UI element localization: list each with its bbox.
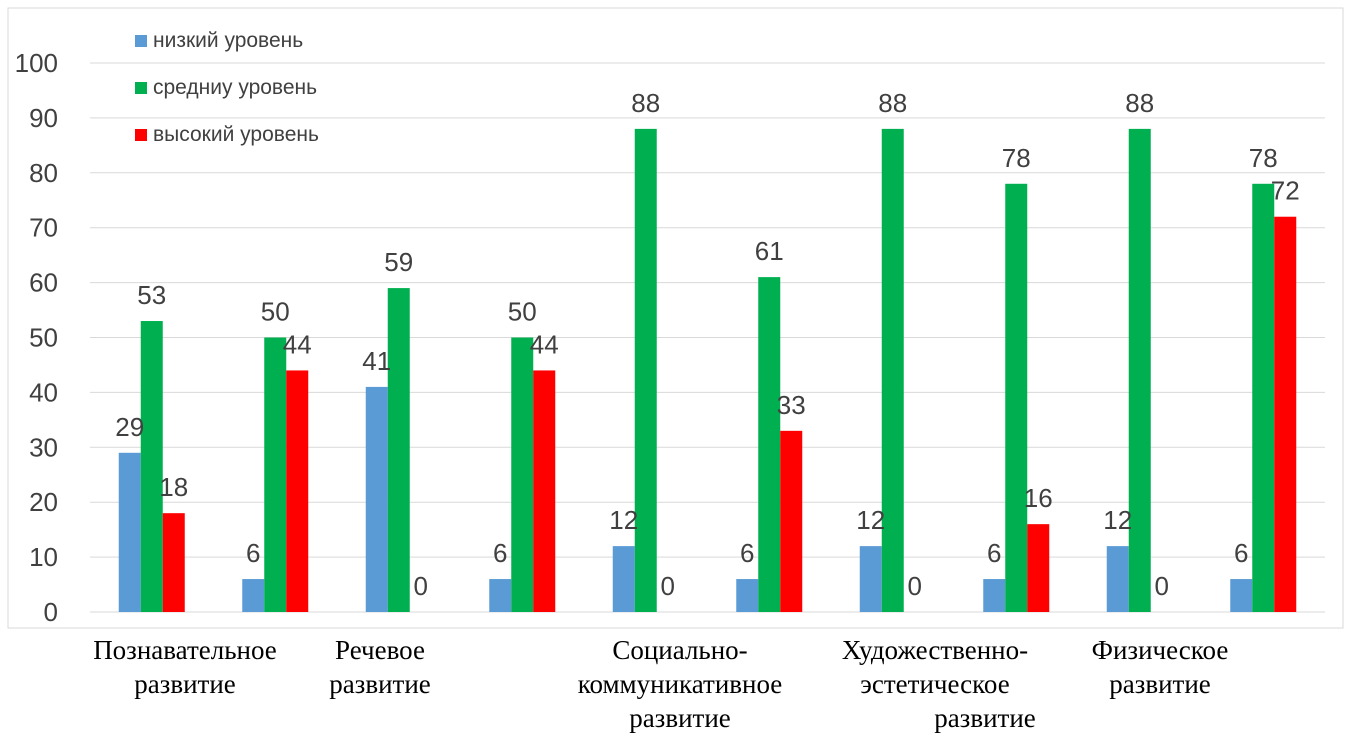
y-tick-label: 0 bbox=[44, 597, 58, 627]
bars bbox=[118, 128, 1297, 612]
category-label: Познавательное развитие bbox=[93, 635, 277, 699]
bar bbox=[1106, 546, 1129, 612]
data-label: 88 bbox=[631, 88, 660, 118]
bar bbox=[859, 546, 882, 612]
bar bbox=[612, 546, 635, 612]
data-label: 16 bbox=[1024, 483, 1053, 513]
y-axis-ticks: 0 10 20 30 40 50 60 70 80 90 100 bbox=[15, 48, 58, 627]
category-label-line: развитие bbox=[1109, 669, 1211, 699]
legend-swatch bbox=[135, 35, 147, 47]
bar bbox=[758, 277, 781, 612]
y-tick-label: 30 bbox=[29, 432, 58, 462]
bar bbox=[118, 452, 141, 612]
data-label: 72 bbox=[1271, 176, 1300, 206]
data-label: 0 bbox=[908, 571, 922, 601]
category-label-line: развитие bbox=[329, 669, 431, 699]
category-label-line: Познавательное bbox=[93, 635, 277, 665]
bar bbox=[1230, 579, 1253, 612]
category-label-line: эстетическое bbox=[860, 669, 1009, 699]
legend-swatch bbox=[135, 129, 147, 141]
legend-label: низкий уровень bbox=[153, 29, 303, 52]
category-label-line: Художественно- bbox=[842, 635, 1028, 665]
data-label: 0 bbox=[661, 571, 675, 601]
category-label: Художественно-эстетическое развитие bbox=[842, 635, 1036, 733]
category-label-line: развитие bbox=[629, 703, 731, 733]
bar bbox=[162, 513, 185, 612]
data-label: 61 bbox=[755, 236, 784, 266]
category-label-line: Физическое bbox=[1092, 635, 1229, 665]
bar bbox=[387, 288, 410, 612]
data-label: 6 bbox=[987, 538, 1001, 568]
data-label: 78 bbox=[1249, 143, 1278, 173]
bar bbox=[140, 321, 163, 612]
bar bbox=[511, 337, 534, 612]
category-label: Речевое развитие bbox=[329, 635, 431, 699]
data-label: 18 bbox=[159, 472, 188, 502]
data-label: 12 bbox=[609, 505, 638, 535]
y-tick-label: 20 bbox=[29, 487, 58, 517]
chart-border bbox=[7, 7, 1344, 629]
data-label: 29 bbox=[115, 412, 144, 442]
y-tick-label: 10 bbox=[29, 542, 58, 572]
y-tick-label: 100 bbox=[15, 48, 58, 78]
data-label: 59 bbox=[384, 247, 413, 277]
data-label: 12 bbox=[1103, 505, 1132, 535]
data-label: 50 bbox=[508, 297, 537, 327]
category-label: Социально-коммуникативное развитие bbox=[578, 635, 783, 733]
data-label: 6 bbox=[1234, 538, 1248, 568]
data-label: 88 bbox=[1125, 88, 1154, 118]
category-label-line: Социально- bbox=[612, 635, 747, 665]
y-tick-label: 40 bbox=[29, 377, 58, 407]
category-label-line: Речевое bbox=[335, 635, 425, 665]
category-label-line: коммуникативное bbox=[578, 669, 783, 699]
bar bbox=[881, 128, 904, 612]
bar bbox=[1274, 216, 1297, 612]
data-label: 41 bbox=[362, 346, 391, 376]
bar bbox=[983, 579, 1006, 612]
y-tick-label: 90 bbox=[29, 103, 58, 133]
data-label: 44 bbox=[283, 329, 312, 359]
bar bbox=[533, 370, 556, 612]
legend-swatch bbox=[135, 82, 147, 94]
data-label: 6 bbox=[246, 538, 260, 568]
category-label: Физическое развитие bbox=[1092, 635, 1229, 699]
data-label: 0 bbox=[414, 571, 428, 601]
data-label: 6 bbox=[493, 538, 507, 568]
data-label: 33 bbox=[777, 390, 806, 420]
bar bbox=[1128, 128, 1151, 612]
data-label: 0 bbox=[1155, 571, 1169, 601]
category-label-line: развитие bbox=[134, 669, 236, 699]
bar bbox=[1252, 183, 1275, 612]
bar bbox=[264, 337, 287, 612]
category-label-line: развитие bbox=[934, 703, 1036, 733]
bar bbox=[634, 128, 657, 612]
data-label: 6 bbox=[740, 538, 754, 568]
bar bbox=[286, 370, 309, 612]
legend-label: средниу уровень bbox=[153, 76, 317, 99]
data-label: 88 bbox=[878, 88, 907, 118]
bar bbox=[489, 579, 512, 612]
bar bbox=[736, 579, 759, 612]
data-labels: 2953186504441590650441288066133128806781… bbox=[115, 88, 1299, 601]
data-label: 78 bbox=[1002, 143, 1031, 173]
bar bbox=[780, 430, 803, 612]
data-label: 50 bbox=[261, 297, 290, 327]
bar bbox=[365, 386, 388, 612]
data-label: 44 bbox=[530, 329, 559, 359]
y-tick-label: 50 bbox=[29, 323, 58, 353]
legend: низкий уровень средниу уровень высокий уро… bbox=[135, 29, 319, 146]
bar bbox=[1027, 524, 1050, 612]
bar bbox=[1005, 183, 1028, 612]
y-tick-label: 80 bbox=[29, 158, 58, 188]
data-label: 12 bbox=[856, 505, 885, 535]
legend-label: высокий уровень bbox=[153, 123, 319, 146]
bar bbox=[242, 579, 265, 612]
data-label: 53 bbox=[137, 280, 166, 310]
y-tick-label: 60 bbox=[29, 268, 58, 298]
y-tick-label: 70 bbox=[29, 213, 58, 243]
